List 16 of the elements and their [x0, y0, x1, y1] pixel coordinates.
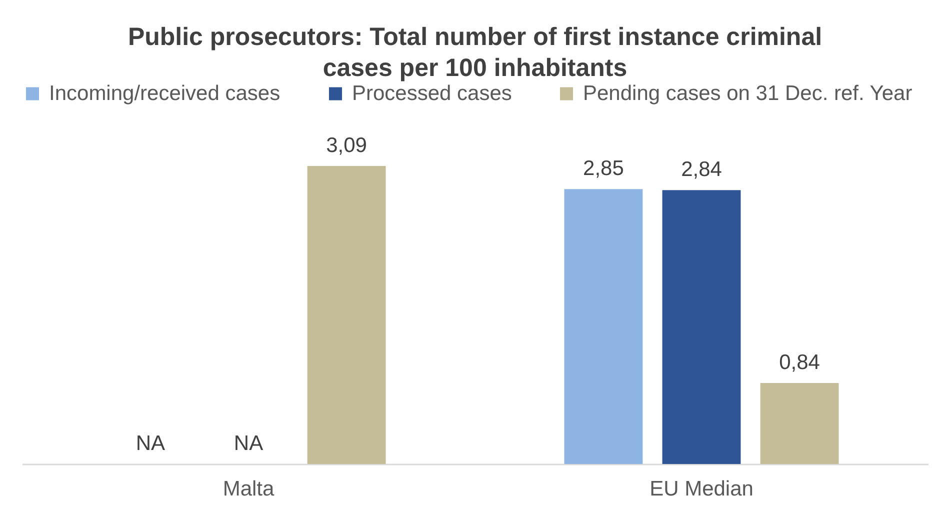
text: NA [136, 432, 166, 455]
data-label: 2,84 [681, 158, 722, 182]
bar [760, 382, 839, 464]
data-label: 2,85 [583, 157, 624, 180]
text: NA [234, 432, 264, 455]
legend-label: Processed cases [352, 82, 512, 105]
chart-title: Public prosecutors: Total number of first instance criminal cases per 100 inhabitants [128, 23, 822, 82]
legend-label: Pending cases on 31 Dec. ref. Year [583, 82, 912, 105]
x-tick-label: Malta [222, 478, 274, 500]
data-label: 0,84 [779, 350, 820, 374]
data-label: 3,09 [326, 134, 367, 157]
x-tick-label: EU Median [650, 478, 754, 500]
bar [307, 166, 386, 464]
bar [564, 189, 643, 464]
legend-label: Incoming/received cases [49, 82, 280, 105]
bar [662, 190, 741, 464]
